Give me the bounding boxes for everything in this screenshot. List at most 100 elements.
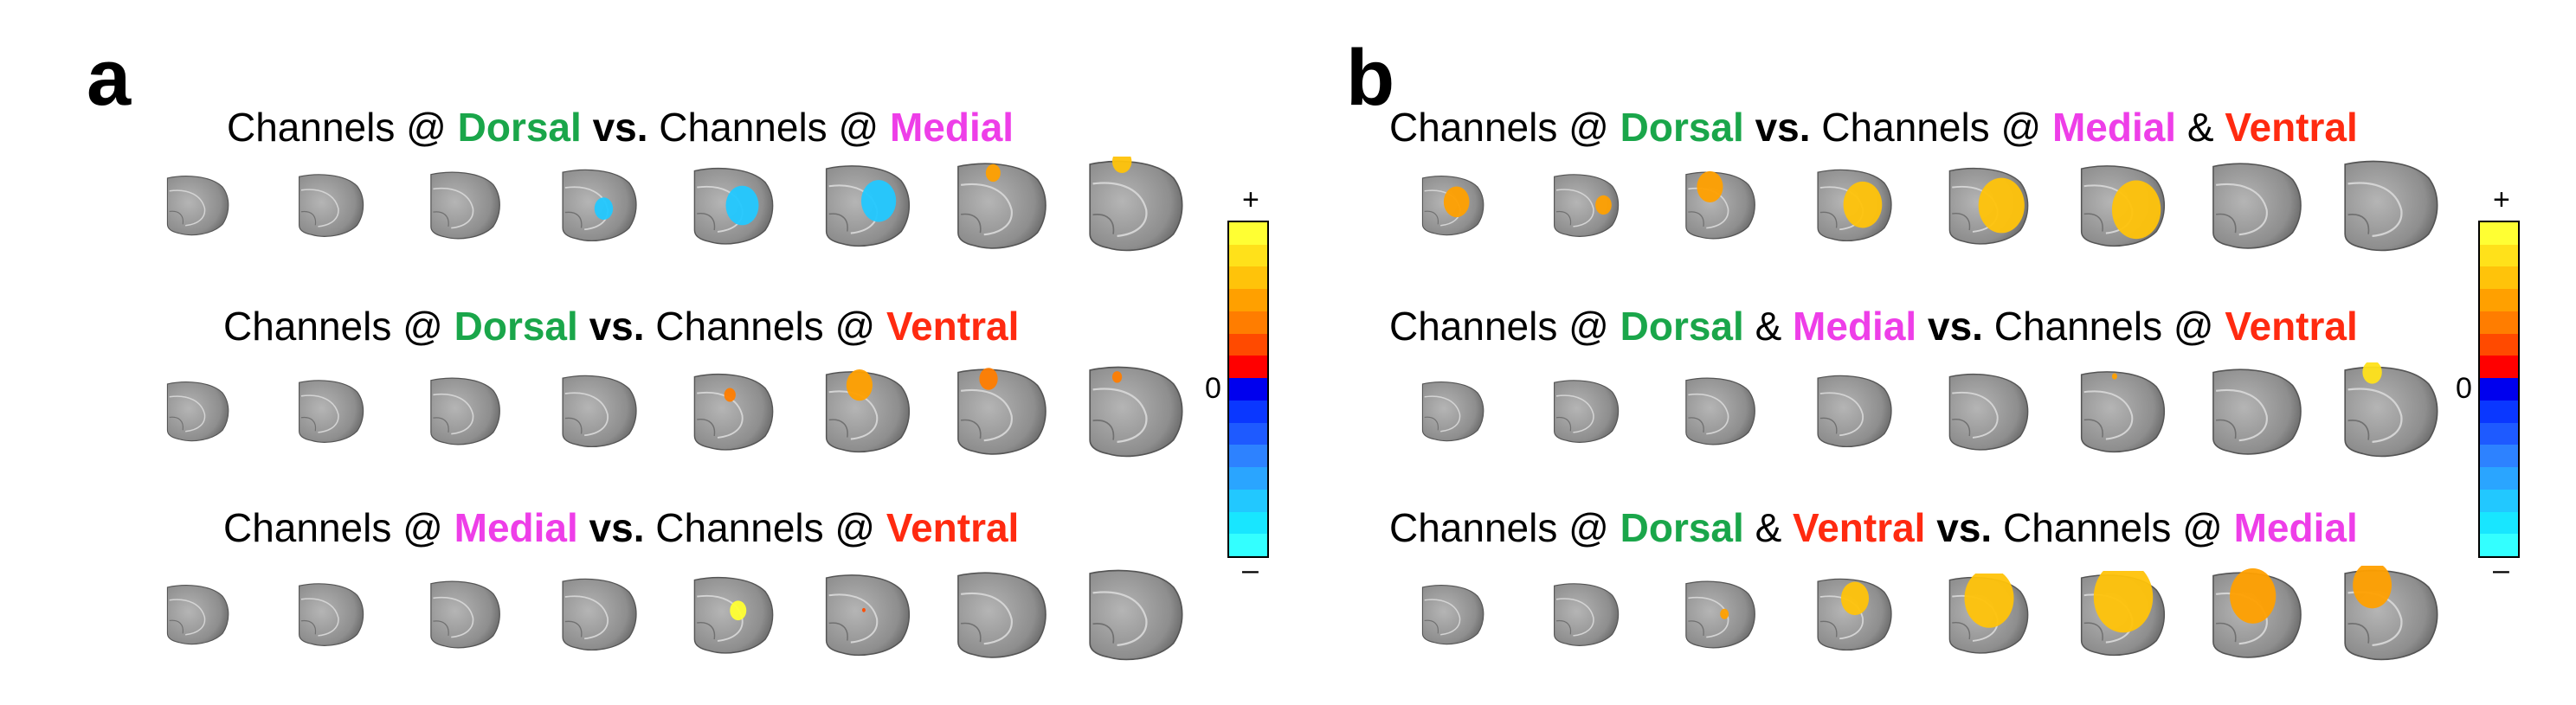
- row-title-a3: Channels @ Medial vs. Channels @ Ventral: [223, 504, 1019, 551]
- colorbar-a-plus-label: +: [1242, 183, 1259, 216]
- title-segment: Medial: [2051, 105, 2177, 150]
- brain-slice: [693, 167, 774, 244]
- title-segment: Medial: [889, 105, 1014, 150]
- brain-slice: [1089, 569, 1183, 661]
- row-title-b3: Channels @ Dorsal & Ventral vs. Channels…: [1389, 504, 2358, 551]
- title-segment: Medial: [454, 505, 578, 550]
- title-segment: &: [1743, 304, 1794, 349]
- title-segment: Channels @: [1810, 105, 2052, 150]
- brain-slice: [825, 574, 910, 656]
- brain-slice: [166, 176, 229, 236]
- brain-slice: [562, 170, 637, 242]
- activation-blob: [860, 179, 897, 222]
- brain-slice: [2080, 370, 2165, 452]
- colorbar-segment: [1229, 333, 1267, 356]
- brain-slice: [299, 583, 364, 646]
- brain-slice: [2344, 160, 2438, 252]
- colorbar-b: [2478, 221, 2520, 558]
- brain-slice: [1948, 167, 2029, 244]
- activation-blob: [2230, 567, 2277, 624]
- title-segment: vs.: [577, 304, 645, 349]
- title-segment: vs.: [1925, 505, 1993, 550]
- title-segment: Channels @: [1982, 304, 2225, 349]
- colorbar-segment: [2480, 422, 2518, 445]
- activation-blob: [1720, 608, 1729, 620]
- brain-slice: [1685, 171, 1755, 240]
- colorbar-segment: [2480, 511, 2518, 535]
- title-segment: Channels @: [1389, 505, 1620, 550]
- activation-blob: [2111, 373, 2117, 380]
- colorbar-segment: [1229, 266, 1267, 290]
- row-title-a1: Channels @ Dorsal vs. Channels @ Medial: [227, 104, 1014, 151]
- activation-blob: [1111, 156, 1132, 173]
- brain-slice: [693, 576, 774, 653]
- title-segment: Dorsal: [454, 304, 578, 349]
- activation-blob: [985, 163, 1001, 182]
- colorbar-segment: [2480, 534, 2518, 557]
- colorbar-segment: [2480, 356, 2518, 379]
- brain-slice: [430, 580, 500, 649]
- title-segment: Dorsal: [1620, 505, 1744, 550]
- title-segment: Channels @: [647, 105, 890, 150]
- activation-blob: [1443, 186, 1470, 218]
- brain-slice: [166, 585, 229, 645]
- title-segment: Ventral: [2225, 105, 2358, 150]
- activation-blob: [1840, 581, 1870, 616]
- activation-blob: [1964, 573, 2014, 628]
- title-segment: Ventral: [886, 304, 1020, 349]
- colorbar-segment: [1229, 467, 1267, 490]
- colorbar-segment: [1229, 422, 1267, 445]
- colorbar-b-minus-label: –: [2493, 554, 2509, 586]
- brain-slice: [957, 367, 1046, 455]
- colorbar-a: [1227, 221, 1269, 558]
- title-segment: Channels @: [644, 505, 886, 550]
- activation-blob: [1595, 195, 1612, 215]
- activation-blob: [730, 599, 747, 620]
- brain-slice: [957, 163, 1046, 249]
- colorbar-segment: [1229, 534, 1267, 557]
- colorbar-segment: [1229, 244, 1267, 267]
- brain-slice: [299, 380, 364, 443]
- colorbar-segment: [2480, 378, 2518, 401]
- brain-slice: [1817, 170, 1892, 242]
- brain-slice: [1421, 176, 1484, 236]
- brain-slice: [693, 373, 774, 450]
- brain-slice: [562, 375, 637, 448]
- brain-slice: [2212, 567, 2302, 658]
- brain-slice: [825, 369, 910, 452]
- colorbar-b-zero-label: 0: [2456, 372, 2472, 405]
- title-segment: Channels @: [223, 304, 454, 349]
- brain-slice: [430, 171, 500, 240]
- title-segment: Medial: [1793, 304, 1917, 349]
- colorbar-segment: [1229, 400, 1267, 423]
- brain-slice: [1089, 156, 1183, 252]
- panel-label-b: b: [1346, 34, 1395, 122]
- activation-blob: [2362, 362, 2382, 384]
- title-segment: &: [2176, 105, 2225, 150]
- activation-blob: [861, 607, 866, 612]
- activation-blob: [724, 388, 736, 401]
- title-segment: &: [1743, 505, 1794, 550]
- colorbar-segment: [2480, 400, 2518, 423]
- brain-slice: [957, 572, 1046, 658]
- activation-blob: [846, 369, 873, 401]
- title-segment: Channels @: [227, 105, 458, 150]
- activation-blob: [2093, 570, 2154, 632]
- title-segment: Ventral: [2225, 304, 2358, 349]
- colorbar-segment: [2480, 489, 2518, 512]
- title-segment: Channels @: [1389, 105, 1620, 150]
- brain-slice: [166, 381, 229, 442]
- activation-blob: [594, 197, 614, 221]
- title-segment: vs.: [1743, 105, 1811, 150]
- title-segment: Channels @: [644, 304, 886, 349]
- brain-slice: [2344, 362, 2438, 458]
- row-title-b1: Channels @ Dorsal vs. Channels @ Medial …: [1389, 104, 2358, 151]
- brain-slice: [1421, 381, 1484, 442]
- title-segment: Dorsal: [457, 105, 582, 150]
- title-segment: Ventral: [886, 505, 1020, 550]
- activation-blob: [725, 185, 759, 225]
- colorbar-segment: [2480, 222, 2518, 245]
- title-segment: vs.: [1916, 304, 1983, 349]
- title-segment: Channels @: [1389, 304, 1620, 349]
- activation-blob: [2353, 565, 2392, 609]
